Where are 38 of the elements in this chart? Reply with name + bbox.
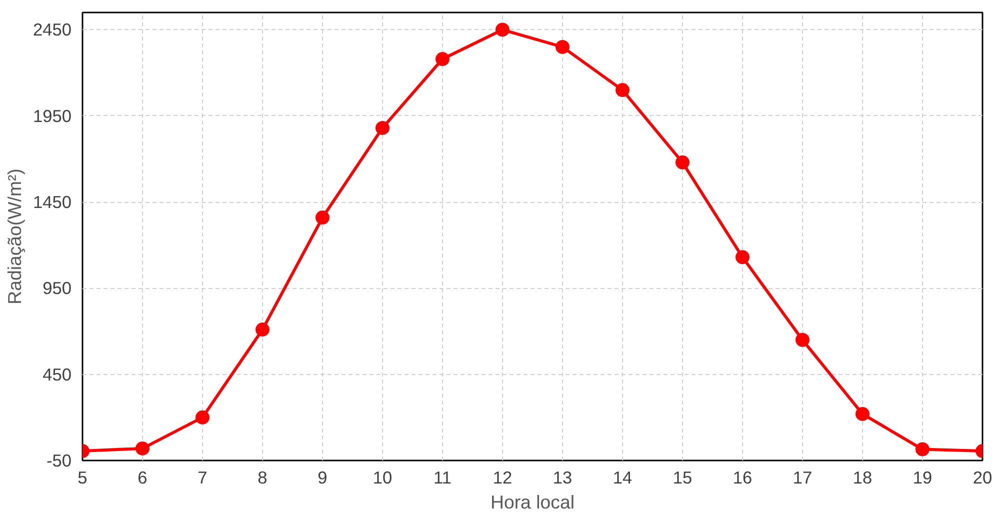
x-tick-label: 5 <box>78 468 88 488</box>
y-tick-label: 2450 <box>32 20 72 40</box>
point <box>616 83 630 98</box>
point <box>256 322 270 337</box>
y-tick-label: 1950 <box>32 106 72 126</box>
x-tick-label: 18 <box>852 468 872 488</box>
point <box>316 210 330 225</box>
point <box>376 120 390 135</box>
x-tick-label: 19 <box>912 468 932 488</box>
point <box>856 406 870 421</box>
point <box>436 52 450 66</box>
y-tick-label: 450 <box>42 364 72 384</box>
point <box>196 410 210 424</box>
x-tick-label: 9 <box>318 468 328 488</box>
point <box>676 155 690 170</box>
point <box>796 332 810 347</box>
y-tick-label: 950 <box>42 278 72 298</box>
point <box>916 442 930 456</box>
x-axis-title: Hora local <box>490 492 575 512</box>
point <box>496 22 510 37</box>
x-tick-label: 17 <box>792 468 812 488</box>
y-tick-label: 1450 <box>32 192 72 212</box>
point <box>556 40 570 54</box>
x-tick-label: 10 <box>372 468 392 488</box>
x-tick-label: 20 <box>972 468 992 488</box>
point <box>136 441 150 456</box>
x-tick-label: 15 <box>672 468 692 488</box>
x-tick-label: 11 <box>434 468 452 488</box>
x-tick-label: 16 <box>732 468 752 488</box>
y-tick-label: -50 <box>46 450 72 470</box>
x-tick-label: 12 <box>492 468 512 488</box>
x-tick-label: 6 <box>138 468 148 488</box>
x-tick-label: 8 <box>258 468 268 488</box>
x-tick-label: 13 <box>552 468 572 488</box>
point <box>736 250 750 264</box>
x-tick-label: 14 <box>612 468 632 488</box>
x-tick-label: 7 <box>198 468 208 488</box>
y-axis-title: Radiação(W/m²) <box>4 168 25 304</box>
